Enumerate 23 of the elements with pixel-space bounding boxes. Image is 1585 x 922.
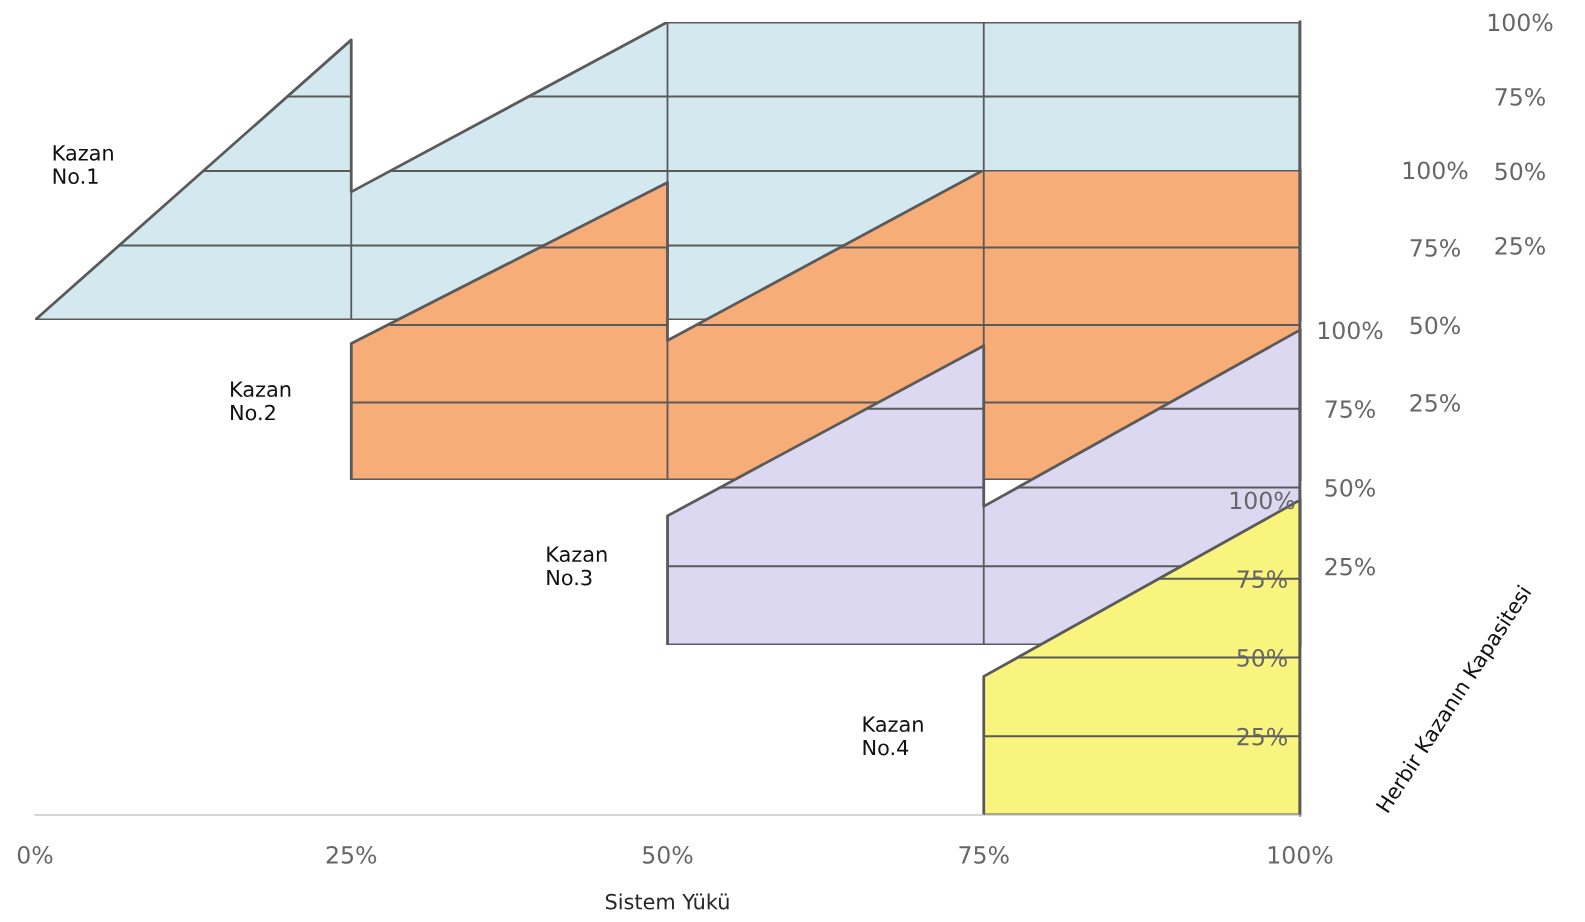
y-tick-label: 100% xyxy=(1230,491,1295,510)
y-tick-label: 50% xyxy=(1325,478,1375,497)
y-tick-label: 100% xyxy=(1318,321,1383,340)
y-tick-label: 25% xyxy=(1410,393,1460,412)
y-tick-label: 100% xyxy=(1403,161,1468,180)
x-tick-label: 75% xyxy=(959,845,1009,864)
text: Kazan No.2 xyxy=(231,381,291,421)
y-tick-label: 100% xyxy=(1488,13,1553,32)
y-tick-label: 50% xyxy=(1495,162,1545,181)
x-tick-label: 0% xyxy=(17,845,53,864)
y-tick-label: 75% xyxy=(1410,238,1460,257)
x-tick-label: 50% xyxy=(643,845,693,864)
text: Kazan No.1 xyxy=(53,145,113,185)
y-tick-label: 25% xyxy=(1325,557,1375,576)
y-tick-label: 75% xyxy=(1495,87,1545,106)
x-tick-label: 100% xyxy=(1268,845,1333,864)
x-tick-label: 25% xyxy=(326,845,377,864)
text: Kazan No.4 xyxy=(863,716,923,756)
x-axis-title: Sistem Yükü xyxy=(605,893,729,910)
y-tick-label: 25% xyxy=(1495,236,1545,255)
y-tick-label: 75% xyxy=(1325,400,1375,419)
y-tick-label: 50% xyxy=(1410,316,1460,335)
text: Kazan No.3 xyxy=(547,546,607,586)
